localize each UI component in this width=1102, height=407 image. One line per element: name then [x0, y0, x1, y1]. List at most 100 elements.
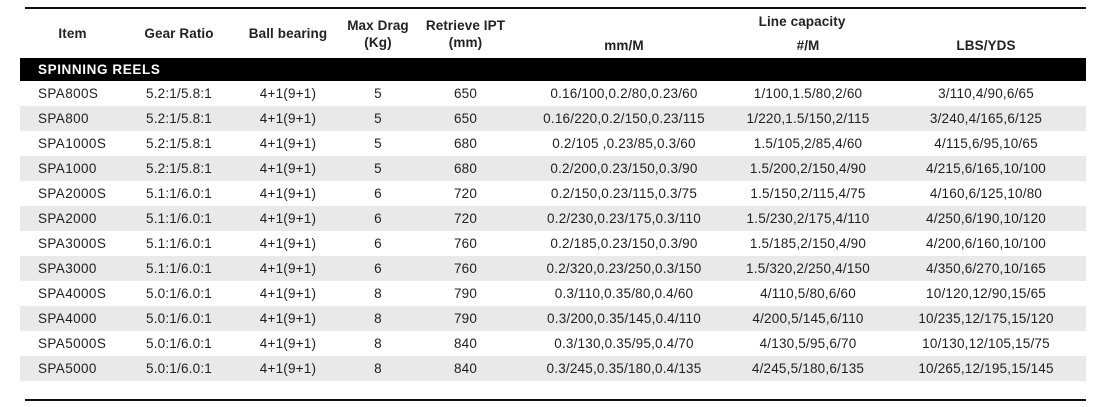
- table-row: SPA800 5.2:1/5.8:1 4+1(9+1) 5 650 0.16/220,0.…: [20, 106, 1087, 131]
- cell-retrieve-ipt: 650: [453, 86, 478, 101]
- cell-item: SPA3000S: [38, 236, 107, 251]
- cell-lbs-yds: 4/215,6/165,10/100: [926, 161, 1046, 176]
- cell-ball-bearing: 4+1(9+1): [259, 361, 317, 376]
- cell-max-drag: 5: [374, 161, 382, 176]
- section-header-row: SPINNING REELS: [20, 58, 1087, 81]
- cell-max-drag: 8: [374, 336, 382, 351]
- cell-retrieve-ipt: 650: [453, 111, 478, 126]
- cell-ball-bearing: 4+1(9+1): [259, 211, 317, 226]
- table-row: SPA1000 5.2:1/5.8:1 4+1(9+1) 5 680 0.2/200,0.…: [20, 156, 1087, 181]
- column-header-retrieve-ipt: Retrieve IPT (mm): [413, 9, 518, 58]
- cell-mm-m: 0.16/100,0.2/80,0.23/60: [550, 86, 698, 101]
- cell-retrieve-ipt: 720: [453, 186, 478, 201]
- cell-ball-bearing: 4+1(9+1): [259, 336, 317, 351]
- table-row: SPA4000 5.0:1/6.0:1 4+1(9+1) 8 790 0.3/200,0.…: [20, 306, 1087, 331]
- cell-gear-ratio: 5.0:1/6.0:1: [145, 361, 212, 376]
- cell-hash-m: 4/200,5/145,6/110: [752, 311, 864, 326]
- cell-lbs-yds: 4/200,6/160,10/100: [926, 236, 1046, 251]
- cell-mm-m: 0.3/245,0.35/180,0.4/135: [546, 361, 702, 376]
- section-header-label: SPINNING REELS: [20, 58, 1087, 81]
- column-header-gear-ratio: Gear Ratio: [144, 26, 214, 41]
- cell-max-drag: 6: [374, 186, 382, 201]
- column-header-max-drag-line1: Max Drag: [347, 17, 409, 33]
- table-row: SPA800S 5.2:1/5.8:1 4+1(9+1) 5 650 0.16/100,0…: [20, 81, 1086, 106]
- cell-gear-ratio: 5.1:1/6.0:1: [145, 261, 212, 276]
- cell-mm-m: 0.2/105 ,0.23/85,0.3/60: [552, 136, 696, 151]
- cell-retrieve-ipt: 790: [453, 311, 478, 326]
- cell-retrieve-ipt: 840: [453, 336, 478, 351]
- cell-gear-ratio: 5.0:1/6.0:1: [145, 286, 212, 301]
- cell-lbs-yds: 4/250,6/190,10/120: [926, 211, 1046, 226]
- table-row: SPA2000 5.1:1/6.0:1 4+1(9+1) 6 720 0.2/230,0.…: [20, 206, 1087, 231]
- cell-hash-m: 1.5/150,2/115,4/75: [750, 186, 866, 201]
- cell-item: SPA1000S: [38, 136, 107, 151]
- cell-item: SPA800: [38, 111, 89, 126]
- column-header-ball-bearing: Ball bearing: [248, 26, 328, 41]
- cell-mm-m: 0.2/150,0.23/115,0.3/75: [550, 186, 698, 201]
- cell-mm-m: 0.3/110,0.35/80,0.4/60: [554, 286, 694, 301]
- cell-item: SPA4000: [38, 311, 97, 326]
- cell-gear-ratio: 5.2:1/5.8:1: [145, 161, 212, 176]
- table-header: Item Gear Ratio Ball bearing Max Drag (K…: [20, 9, 1086, 58]
- cell-gear-ratio: 5.2:1/5.8:1: [145, 86, 212, 101]
- cell-mm-m: 0.2/320,0.23/250,0.3/150: [546, 261, 702, 276]
- spec-table: Item Gear Ratio Ball bearing Max Drag (K…: [20, 9, 1087, 381]
- cell-max-drag: 6: [374, 236, 382, 251]
- cell-max-drag: 8: [374, 286, 382, 301]
- cell-gear-ratio: 5.1:1/6.0:1: [145, 236, 212, 251]
- cell-item: SPA5000: [38, 361, 97, 376]
- cell-mm-m: 0.2/230,0.23/175,0.3/110: [547, 211, 701, 226]
- cell-item: SPA1000: [38, 161, 97, 176]
- bottom-rule: [25, 399, 1086, 401]
- cell-hash-m: 1/220,1.5/150,2/115: [746, 111, 870, 126]
- column-header-mm-m: mm/M: [604, 38, 644, 53]
- cell-ball-bearing: 4+1(9+1): [259, 86, 317, 101]
- cell-gear-ratio: 5.2:1/5.8:1: [145, 136, 212, 151]
- table-row: SPA1000S 5.2:1/5.8:1 4+1(9+1) 5 680 0.2/105 ,…: [20, 131, 1086, 156]
- cell-gear-ratio: 5.0:1/6.0:1: [145, 336, 212, 351]
- cell-hash-m: 4/110,5/80,6/60: [760, 286, 856, 301]
- cell-ball-bearing: 4+1(9+1): [259, 311, 317, 326]
- column-header-retrieve-ipt-unit: (mm): [448, 34, 483, 50]
- cell-max-drag: 6: [374, 211, 382, 226]
- cell-lbs-yds: 4/160,6/125,10/80: [929, 186, 1043, 201]
- cell-ball-bearing: 4+1(9+1): [259, 286, 317, 301]
- cell-gear-ratio: 5.2:1/5.8:1: [145, 111, 212, 126]
- cell-hash-m: 1.5/105,2/85,4/60: [753, 136, 863, 151]
- table-row: SPA5000 5.0:1/6.0:1 4+1(9+1) 8 840 0.3/245,0.…: [20, 356, 1087, 381]
- cell-ball-bearing: 4+1(9+1): [259, 161, 317, 176]
- column-header-item: Item: [58, 26, 87, 41]
- column-group-header-line-capacity: Line capacity: [758, 13, 846, 29]
- column-header-retrieve-ipt-line1: Retrieve IPT: [425, 17, 506, 33]
- cell-hash-m: 4/245,5/180,6/135: [751, 361, 865, 376]
- cell-lbs-yds: 10/120,12/90,15/65: [926, 286, 1046, 301]
- cell-max-drag: 5: [374, 136, 382, 151]
- column-header-lbs-yds: LBS/YDS: [956, 38, 1016, 53]
- cell-item: SPA4000S: [38, 286, 107, 301]
- cell-lbs-yds: 4/350,6/270,10/165: [926, 261, 1046, 276]
- cell-gear-ratio: 5.1:1/6.0:1: [145, 211, 212, 226]
- table-row: SPA2000S 5.1:1/6.0:1 4+1(9+1) 6 720 0.2/150,0…: [20, 181, 1086, 206]
- cell-retrieve-ipt: 760: [453, 261, 478, 276]
- cell-mm-m: 0.3/130,0.35/95,0.4/70: [554, 336, 694, 351]
- cell-item: SPA3000: [38, 261, 97, 276]
- spinning-reels-spec-sheet: Item Gear Ratio Ball bearing Max Drag (K…: [20, 7, 1087, 401]
- cell-hash-m: 1.5/230,2/175,4/110: [746, 211, 870, 226]
- cell-lbs-yds: 3/240,4/165,6/125: [929, 111, 1043, 126]
- cell-item: SPA5000S: [38, 336, 107, 351]
- cell-lbs-yds: 10/265,12/195,15/145: [918, 361, 1054, 376]
- cell-lbs-yds: 4/115,6/95,10/65: [934, 136, 1038, 151]
- cell-mm-m: 0.16/220,0.2/150,0.23/115: [543, 111, 705, 126]
- table-row: SPA5000S 5.0:1/6.0:1 4+1(9+1) 8 840 0.3/130,0…: [20, 331, 1086, 356]
- cell-hash-m: 1/100,1.5/80,2/60: [753, 86, 863, 101]
- cell-lbs-yds: 3/110,4/90,6/65: [938, 86, 1034, 101]
- cell-item: SPA800S: [38, 86, 99, 101]
- top-rule: [25, 7, 1086, 9]
- table-body: SPINNING REELS SPA800S 5.2:1/5.8:1 4+1(9+1…: [20, 58, 1087, 381]
- cell-hash-m: 1.5/185,2/150,4/90: [749, 236, 867, 251]
- column-header-max-drag-unit: (Kg): [364, 34, 392, 50]
- cell-max-drag: 5: [374, 86, 382, 101]
- cell-mm-m: 0.2/200,0.23/150,0.3/90: [550, 161, 698, 176]
- table-row: SPA4000S 5.0:1/6.0:1 4+1(9+1) 8 790 0.3/110,0…: [20, 281, 1086, 306]
- cell-gear-ratio: 5.1:1/6.0:1: [145, 186, 212, 201]
